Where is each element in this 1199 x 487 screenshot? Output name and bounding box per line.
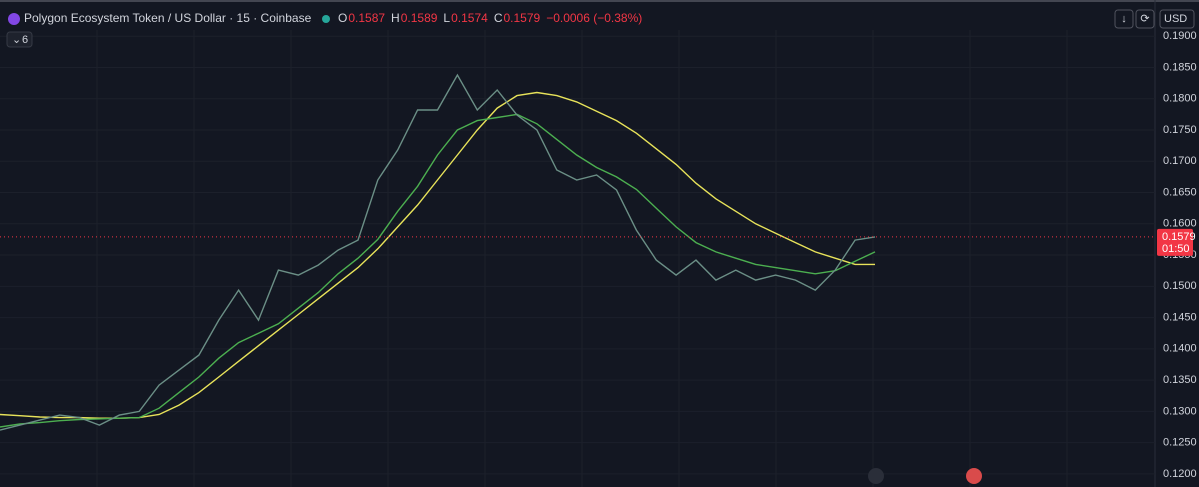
ohlc-key: H (391, 11, 400, 25)
y-tick-label: 0.1700 (1163, 155, 1197, 167)
y-tick-label: 0.1450 (1163, 311, 1197, 323)
price-tag-label: 0.1579 (1162, 231, 1196, 243)
y-tick-label: 0.1250 (1163, 437, 1197, 449)
event-icon[interactable] (868, 468, 884, 484)
currency: USD (1164, 13, 1187, 25)
plot (0, 73, 1155, 431)
symbol-icon (8, 13, 20, 25)
ohlc-value: 0.1589 (401, 11, 438, 25)
grid (0, 30, 1155, 487)
y-axis: 0.1200 0.1250 0.1300 0.1350 0.1400 0.1450 0.15… (1157, 30, 1197, 480)
y-tick-label: 0.1400 (1163, 343, 1197, 355)
y-tick-label: 0.1850 (1163, 61, 1197, 73)
refresh-icon: ⟳ (1140, 13, 1149, 25)
series-line (0, 73, 876, 431)
download-button[interactable] (1114, 9, 1134, 29)
chevron: ⌄ (12, 34, 21, 46)
y-tick-label: 0.1650 (1163, 186, 1197, 198)
status-dot (322, 15, 330, 23)
y-tick-label: 0.1300 (1163, 405, 1197, 417)
y-tick-label: 0.1900 (1163, 30, 1197, 42)
ohlc-key: C (494, 11, 503, 25)
y-tick-label: 0.1600 (1163, 218, 1197, 230)
flag-icon[interactable] (966, 468, 982, 484)
change: −0.0006 (−0.38%) (546, 11, 642, 25)
y-tick-label: 0.1800 (1163, 93, 1197, 105)
y-tick-label: 0.1750 (1163, 124, 1197, 136)
y-tick-label: 0.1350 (1163, 374, 1197, 386)
ohlc: O 0.1587 H 0.1589 L 0.1574 C 0.1579 −0.0006 (−0.… (338, 11, 642, 25)
y-tick-label: 0.1200 (1163, 468, 1197, 480)
series-line (0, 91, 875, 419)
currency-button[interactable] (1159, 9, 1195, 29)
y-tick-label: 0.1500 (1163, 280, 1197, 292)
download-icon: ↓ (1121, 13, 1127, 25)
indicator-count: 6 (22, 34, 28, 46)
countdown-label: 01:50 (1162, 243, 1190, 255)
ohlc-value: 0.1579 (503, 11, 540, 25)
ohlc-value: 0.1574 (451, 11, 488, 25)
symbol: Polygon Ecosystem Token / US Dollar · 15… (24, 11, 312, 25)
ohlc-value: 0.1587 (348, 11, 385, 25)
ohlc-key: O (338, 11, 347, 25)
price-tag (1157, 228, 1193, 256)
ohlc-key: L (443, 11, 450, 25)
series-line (0, 113, 876, 428)
refresh-button[interactable] (1135, 9, 1155, 29)
indicators-toggle[interactable] (6, 31, 33, 48)
